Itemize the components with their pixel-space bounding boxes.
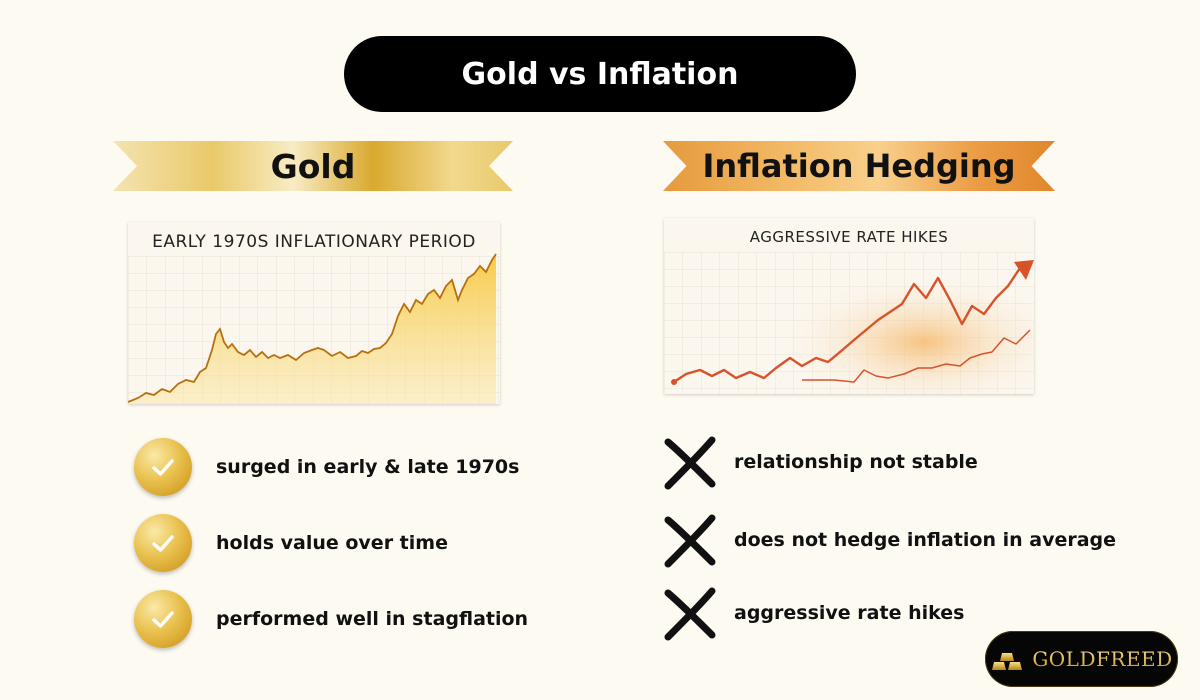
check-icon — [134, 438, 192, 496]
gold-bars-icon — [992, 653, 1023, 670]
gold-price-chart: EARLY 1970S INFLATIONARY PERIOD — [128, 222, 500, 404]
gold-price-area — [128, 254, 496, 404]
rate-hikes-arrowhead — [1014, 260, 1034, 280]
inflation-point-item: does not hedge inflation in average — [662, 512, 1116, 568]
inflation-line — [802, 329, 1031, 383]
gold-point-text: performed well in stagflation — [216, 608, 529, 630]
gold-ribbon-banner: Gold — [113, 141, 513, 191]
check-icon — [134, 514, 192, 572]
inflation-hedging-ribbon-label: Inflation Hedging — [702, 147, 1016, 185]
check-icon — [134, 590, 192, 648]
inflation-point-item: relationship not stable — [662, 434, 978, 490]
inflation-point-item: aggressive rate hikes — [662, 585, 964, 641]
inflation-hedging-ribbon-banner: Inflation Hedging — [663, 141, 1055, 191]
gold-ribbon-label: Gold — [270, 146, 356, 186]
cross-icon — [664, 436, 716, 490]
rate-hikes-chart: AGGRESSIVE RATE HIKES — [664, 218, 1034, 394]
chart-glow — [744, 258, 1034, 394]
gold-point-text: surged in early & late 1970s — [216, 456, 520, 478]
gold-point-text: holds value over time — [216, 532, 448, 554]
gold-point-item: performed well in stagflation — [134, 590, 528, 648]
rate-hikes-chart-graphic — [664, 252, 1034, 394]
gold-point-item: surged in early & late 1970s — [134, 438, 519, 496]
line-start-dot — [671, 379, 677, 385]
rate-hikes-chart-title: AGGRESSIVE RATE HIKES — [749, 228, 949, 246]
brand-name: GOLDFREED — [1032, 647, 1173, 671]
gold-chart-graphic — [128, 253, 500, 404]
cross-icon — [664, 587, 716, 641]
cross-icon — [664, 514, 716, 568]
inflation-point-text: relationship not stable — [734, 451, 978, 473]
gold-price-line — [128, 253, 497, 403]
gold-chart-title: EARLY 1970S INFLATIONARY PERIOD — [152, 232, 476, 252]
inflation-point-text: does not hedge inflation in average — [734, 529, 1117, 551]
gold-point-item: holds value over time — [134, 514, 448, 572]
goldfreed-logo[interactable]: GOLDFREED — [985, 631, 1178, 687]
inflation-point-text: aggressive rate hikes — [734, 602, 965, 624]
page-title: Gold vs Inflation — [344, 36, 856, 112]
rate-hikes-line — [673, 260, 1031, 383]
